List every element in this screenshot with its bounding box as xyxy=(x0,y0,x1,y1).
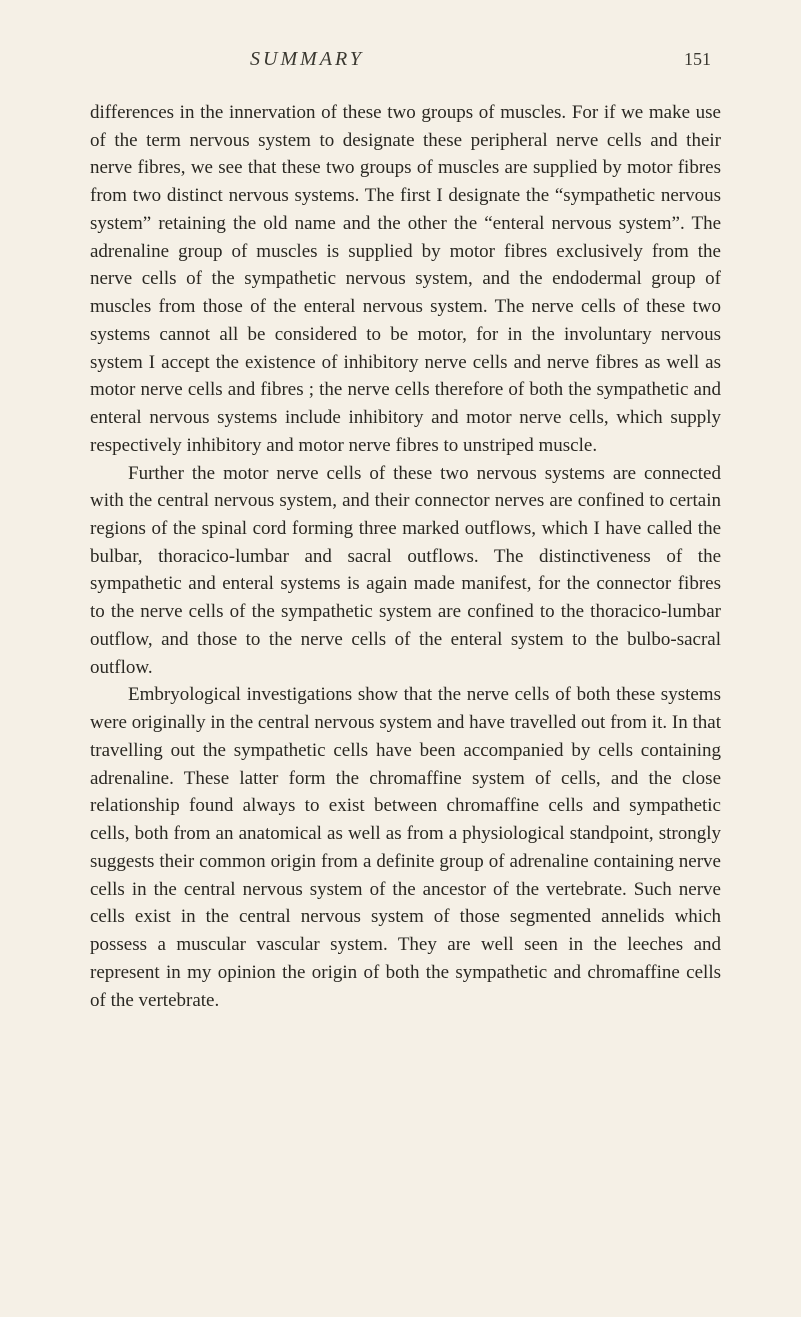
page-body: differences in the innervation of these … xyxy=(90,99,721,1014)
page-header: SUMMARY 151 xyxy=(90,48,721,71)
paragraph: differences in the innervation of these … xyxy=(90,99,721,460)
paragraph: Further the motor nerve cells of these t… xyxy=(90,460,721,682)
paragraph: Embryological investigations show that t… xyxy=(90,681,721,1014)
running-title: SUMMARY xyxy=(250,48,364,71)
page-number: 151 xyxy=(684,49,711,70)
